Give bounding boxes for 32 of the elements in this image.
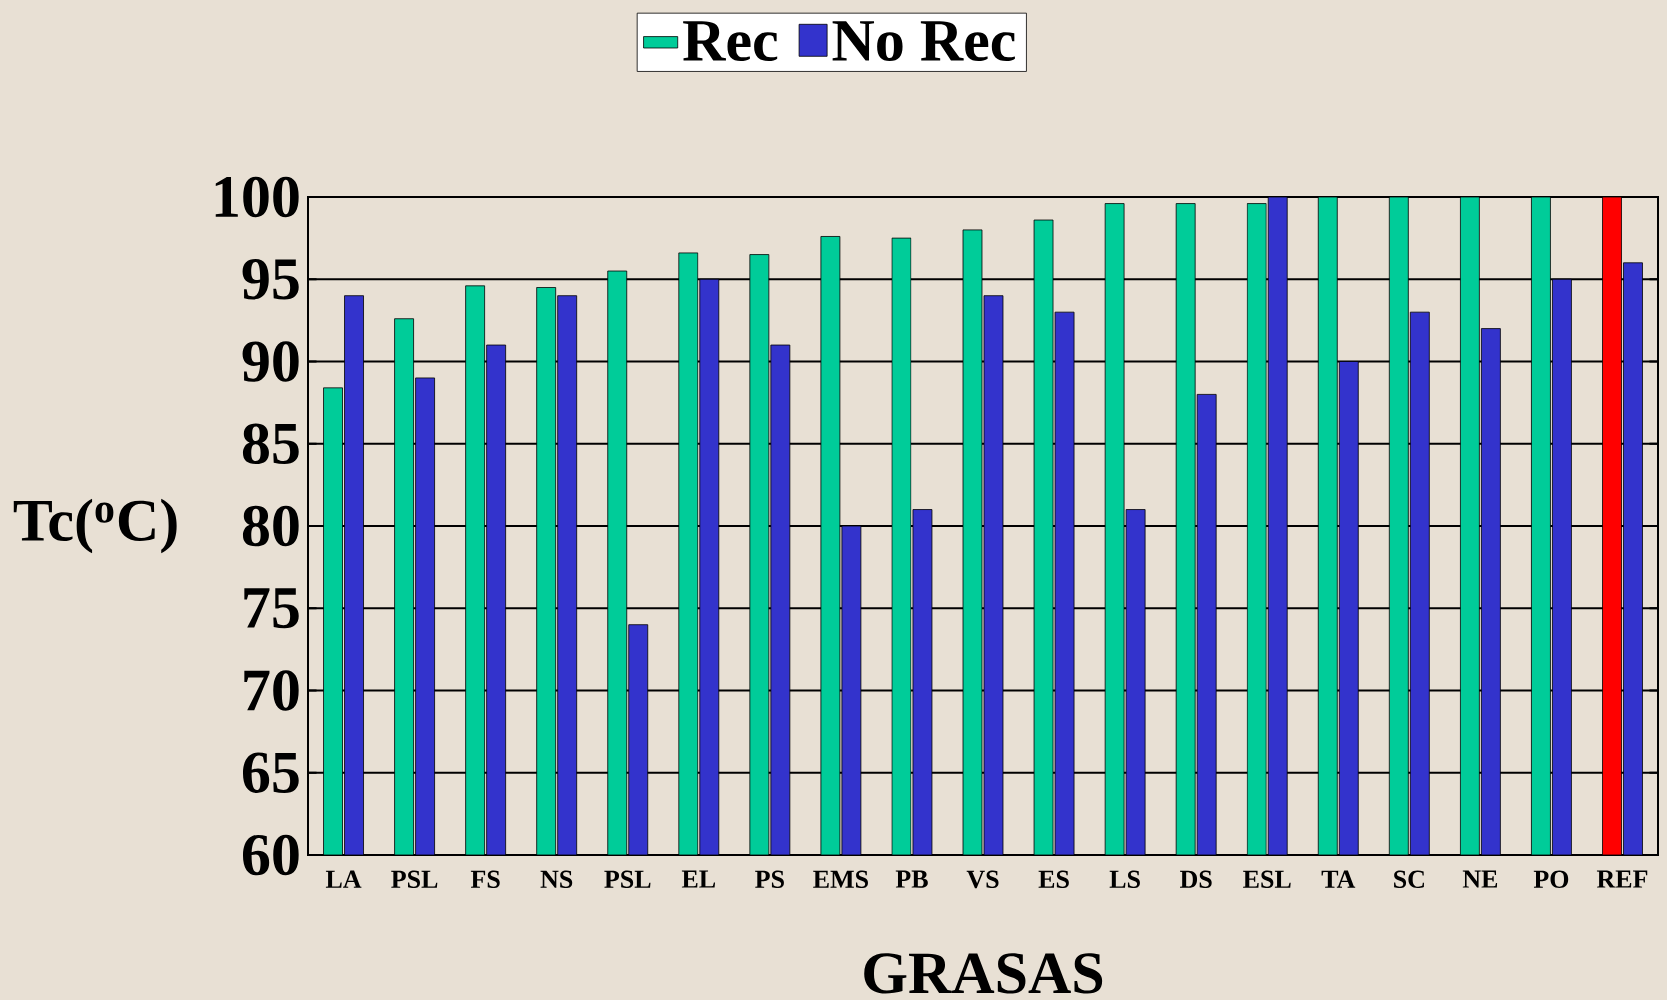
y-tick-label: 90 [242, 341, 299, 382]
legend-label: Rec [683, 21, 778, 61]
x-tick-label: PB [895, 870, 928, 888]
x-tick-label: ES [1038, 870, 1069, 888]
x-tick-label: DS [1180, 870, 1212, 888]
y-tick-label: 95 [242, 258, 299, 300]
x-tick-label: NS [540, 870, 573, 888]
x-tick-label: PS [755, 870, 784, 888]
x-tick-label: ESL [1243, 870, 1291, 888]
y-tick-label: 75 [244, 588, 299, 629]
x-tick-label: VS [966, 870, 999, 889]
y-tick-label: 65 [242, 752, 299, 793]
x-tick-label: SC [1394, 870, 1424, 888]
y-tick-label: 60 [242, 834, 299, 876]
x-tick-label: EL [681, 870, 716, 888]
x-tick-label: LS [1109, 870, 1140, 888]
x-axis-title: GRASAS [864, 953, 1103, 994]
x-tick-label: FS [470, 870, 500, 888]
x-tick-label: PSL [391, 870, 438, 888]
x-tick-label: EMS [813, 870, 868, 888]
x-tick-label: PSL [604, 870, 651, 888]
y-axis-title: Tc($^{o}$C) [13, 498, 177, 554]
y-tick-label: 70 [244, 670, 299, 711]
x-tick-label: NE [1462, 870, 1498, 888]
x-tick-label: REF [1596, 870, 1648, 888]
y-tick-label: 85 [242, 423, 299, 464]
x-tick-label: LA [325, 870, 362, 888]
x-tick-label: PO [1533, 870, 1569, 888]
y-tick-label: 100 [215, 176, 299, 218]
y-tick-label: 80 [242, 505, 299, 547]
x-tick-label: TA [1321, 870, 1356, 888]
legend-label: No Rec [832, 21, 1015, 61]
